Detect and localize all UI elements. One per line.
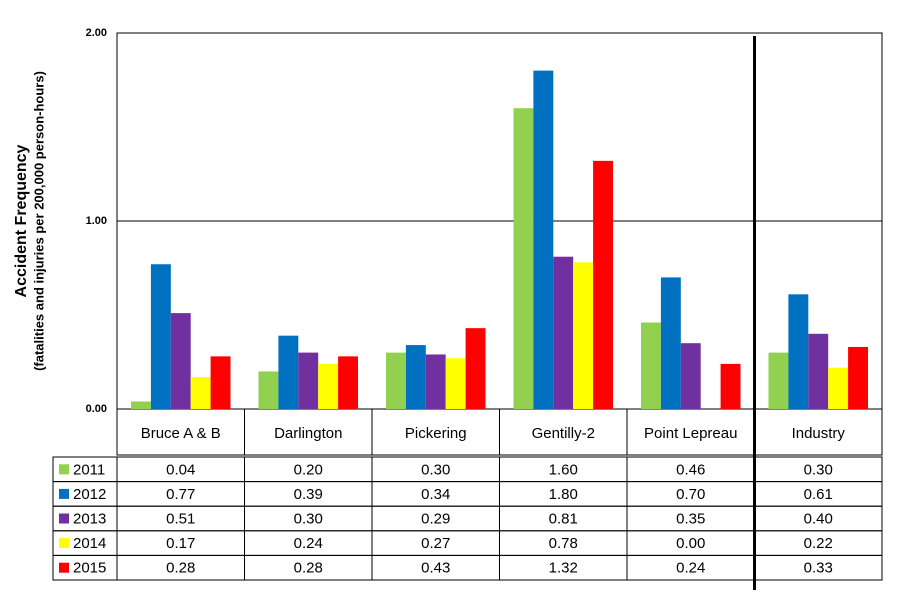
bar <box>405 345 426 409</box>
bar <box>298 352 319 409</box>
bar <box>553 256 574 409</box>
legend-label: 2011 <box>73 461 105 478</box>
table-value: 0.00 <box>676 535 705 552</box>
legend-label: 2012 <box>73 486 106 503</box>
table-value: 1.32 <box>549 560 578 577</box>
bar <box>768 352 789 409</box>
x-tick-label: Gentilly-2 <box>532 425 595 442</box>
table-value: 0.77 <box>166 486 195 503</box>
table-value: 0.20 <box>294 461 323 478</box>
x-tick-label: Bruce A & B <box>141 425 221 442</box>
bar <box>386 352 406 409</box>
table-value: 0.27 <box>421 535 450 552</box>
table-value: 0.04 <box>166 461 195 478</box>
bar <box>318 363 339 409</box>
bar <box>593 160 613 409</box>
legend-label: 2015 <box>73 560 106 577</box>
bar <box>445 358 466 409</box>
legend-swatch <box>59 464 69 475</box>
x-tick-label: Point Lepreau <box>644 425 737 442</box>
bar <box>278 335 299 409</box>
table-value: 0.28 <box>166 560 195 577</box>
bar <box>680 343 701 409</box>
bar <box>808 333 829 409</box>
bar <box>788 294 809 409</box>
table-value: 0.78 <box>549 535 578 552</box>
bar <box>660 277 681 409</box>
table-value: 0.30 <box>294 510 323 527</box>
legend-label: 2014 <box>73 535 106 552</box>
bar <box>131 401 151 409</box>
x-tick-label: Industry <box>792 425 846 442</box>
table-value: 0.34 <box>421 486 450 503</box>
bar <box>170 313 191 409</box>
y-axis-subtitle: (fatalities and injuries per 200,000 per… <box>31 71 46 371</box>
bar <box>258 371 279 409</box>
table-value: 0.35 <box>676 510 705 527</box>
legend-swatch <box>59 538 69 549</box>
y-tick-label: 0.00 <box>86 403 107 415</box>
bar <box>513 108 534 409</box>
table-value: 0.40 <box>804 510 833 527</box>
table-value: 0.33 <box>804 560 833 577</box>
table-value: 1.60 <box>549 461 578 478</box>
bar <box>573 262 594 409</box>
table-value: 0.81 <box>549 510 578 527</box>
legend-swatch <box>59 488 69 499</box>
table-value: 0.17 <box>166 535 195 552</box>
bar <box>465 328 486 409</box>
table-value: 0.29 <box>421 510 450 527</box>
table-value: 0.61 <box>804 486 833 503</box>
x-tick-label: Pickering <box>405 425 467 442</box>
y-axis-title: Accident Frequency <box>13 144 30 297</box>
bar <box>641 322 661 409</box>
legend-swatch <box>59 562 69 573</box>
bar <box>848 346 868 409</box>
table-value: 0.70 <box>676 486 705 503</box>
bar <box>720 363 741 409</box>
bar <box>150 264 171 409</box>
table-value: 0.24 <box>294 535 323 552</box>
bar <box>425 354 446 409</box>
table-value: 1.80 <box>549 486 578 503</box>
bar <box>828 367 849 409</box>
x-tick-label: Darlington <box>274 425 342 442</box>
y-tick-label: 1.00 <box>86 215 107 227</box>
legend-swatch <box>59 513 69 524</box>
y-tick-label: 2.00 <box>86 27 107 39</box>
table-value: 0.30 <box>421 461 450 478</box>
table-value: 0.22 <box>804 535 833 552</box>
table-value: 0.39 <box>294 486 323 503</box>
legend-label: 2013 <box>73 510 106 527</box>
table-value: 0.28 <box>294 560 323 577</box>
bar <box>190 377 211 409</box>
bar <box>533 70 554 409</box>
bar <box>210 356 231 409</box>
table-value: 0.43 <box>421 560 450 577</box>
table-value: 0.51 <box>166 510 195 527</box>
bar <box>338 356 358 409</box>
table-value: 0.24 <box>676 560 705 577</box>
table-value: 0.30 <box>804 461 833 478</box>
table-value: 0.46 <box>676 461 705 478</box>
